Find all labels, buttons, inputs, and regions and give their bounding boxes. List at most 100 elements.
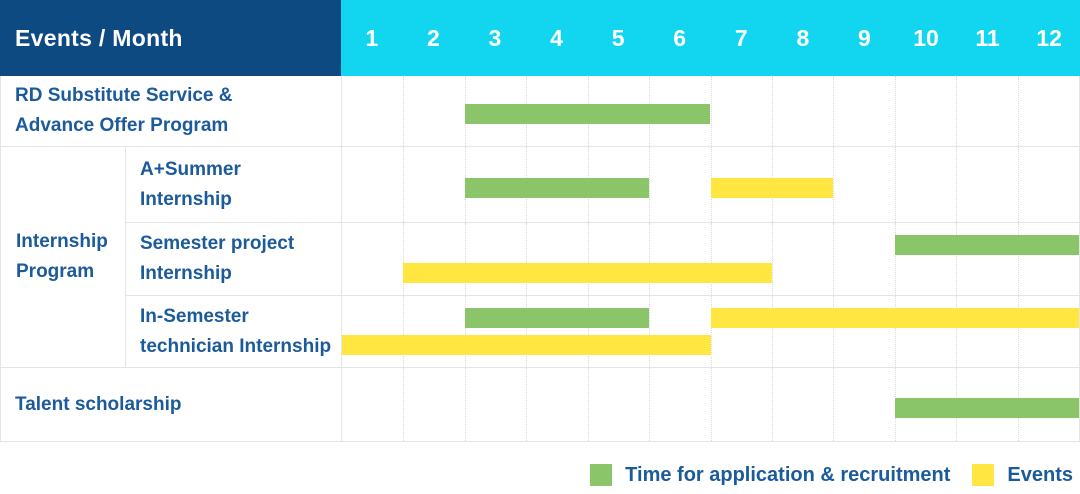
month-gridline xyxy=(649,147,651,222)
internship-program-group: Internship Program A+Summer Internship Semes… xyxy=(1,146,1079,367)
row-rd-substitute-service: RD Substitute Service & Advance Offer Pro… xyxy=(1,76,1079,146)
month-gridline xyxy=(403,147,405,222)
table-header-row: Events / Month 1 2 3 4 5 6 7 8 9 10 11 12 xyxy=(0,0,1080,76)
month-gridline xyxy=(956,223,958,295)
month-gridline xyxy=(833,147,835,222)
row-label-line: In-Semester xyxy=(140,305,249,327)
month-gridline xyxy=(1017,147,1019,222)
month-header-4: 4 xyxy=(550,24,563,51)
month-gridline xyxy=(649,368,651,441)
month-gridline xyxy=(956,76,958,146)
row-label-line: Internship xyxy=(140,263,232,284)
month-gridline xyxy=(1017,76,1019,146)
month-gridline xyxy=(894,76,896,146)
month-gridline xyxy=(710,368,712,441)
events-month-header-cell: Events / Month xyxy=(0,0,341,76)
month-gridline xyxy=(649,296,651,367)
month-header-1: 1 xyxy=(365,24,379,51)
month-gridline xyxy=(833,296,835,367)
month-gridline xyxy=(587,223,589,295)
row-label-line: technician Internship xyxy=(140,335,332,357)
bar-in-semester-technician-internship-application-m3-m5 xyxy=(464,308,650,328)
legend-label-application: Time for application & recruitment xyxy=(625,463,951,486)
bar-in-semester-technician-internship-events-m1-m6 xyxy=(342,335,711,355)
legend-label-events: Events xyxy=(1007,463,1073,486)
gantt-body: RD Substitute Service & Advance Offer Pro… xyxy=(0,76,1080,442)
group-rows: A+Summer Internship Semester project Intern… xyxy=(125,147,1079,367)
legend-swatch-events xyxy=(972,464,995,486)
month-gridline xyxy=(526,223,528,295)
month-gridline xyxy=(771,368,773,441)
legend: Time for application & recruitment Event… xyxy=(0,463,1080,487)
month-gridline xyxy=(403,76,405,146)
month-gridline xyxy=(833,368,835,441)
month-header-11: 11 xyxy=(975,24,1000,51)
month-gridline xyxy=(956,296,958,367)
month-gridline xyxy=(710,76,712,146)
month-gridline xyxy=(894,296,896,367)
row-label-a-plus-summer-internship: A+Summer Internship xyxy=(126,147,341,222)
month-gridline xyxy=(894,147,896,222)
chart-cell-a-plus-summer-internship xyxy=(341,147,1079,222)
month-gridline xyxy=(464,296,466,367)
month-header-2: 2 xyxy=(426,24,440,51)
month-gridline xyxy=(403,223,405,295)
bar-talent-scholarship-application-m10-m12 xyxy=(894,397,1079,418)
month-gridline xyxy=(587,296,589,367)
row-label-line: Talent scholarship xyxy=(15,393,182,415)
row-label-line: A+Summer xyxy=(140,158,241,180)
legend-swatch-application xyxy=(590,464,613,486)
month-header-strip: 1 2 3 4 5 6 7 8 9 10 11 12 xyxy=(341,0,1080,76)
month-gridline xyxy=(771,76,773,146)
events-month-header-label: Events / Month xyxy=(15,24,183,51)
month-header-6: 6 xyxy=(673,24,687,51)
row-in-semester-technician-internship: In-Semester technician Internship xyxy=(126,295,1079,367)
month-gridline xyxy=(710,223,712,295)
month-gridline xyxy=(649,223,651,295)
chart-cell-semester-project-internship xyxy=(341,223,1079,295)
row-label-line: Advance Offer Program xyxy=(15,115,229,136)
month-header-8: 8 xyxy=(796,24,810,51)
month-gridline xyxy=(894,223,896,295)
group-label-line: Program xyxy=(16,261,95,282)
month-gridline xyxy=(403,296,405,367)
month-gridline xyxy=(833,223,835,295)
row-label-line: Semester project xyxy=(140,233,295,254)
chart-cell-in-semester-technician-internship xyxy=(341,296,1079,367)
bar-in-semester-technician-internship-events-m7-m12 xyxy=(710,308,1079,328)
group-label-internship-program: Internship Program xyxy=(1,147,125,367)
month-header-5: 5 xyxy=(611,24,625,51)
bar-a-plus-summer-internship-application-m3-m5 xyxy=(464,177,650,198)
month-gridline xyxy=(771,296,773,367)
row-label-talent-scholarship: Talent scholarship xyxy=(1,368,341,441)
month-gridline xyxy=(833,76,835,146)
row-label-semester-project-internship: Semester project Internship xyxy=(126,223,341,295)
month-header-10: 10 xyxy=(913,24,939,51)
row-semester-project-internship: Semester project Internship xyxy=(126,222,1079,295)
chart-cell-talent-scholarship xyxy=(341,368,1079,441)
month-gridline xyxy=(526,296,528,367)
month-gridline xyxy=(464,223,466,295)
row-talent-scholarship: Talent scholarship xyxy=(1,367,1079,441)
month-header-12: 12 xyxy=(1036,24,1062,51)
month-header-9: 9 xyxy=(858,24,871,51)
bar-semester-project-internship-application-m10-m12 xyxy=(894,235,1079,255)
month-gridline xyxy=(1017,223,1019,295)
month-gridline xyxy=(587,368,589,441)
month-gridline xyxy=(1017,296,1019,367)
group-label-line: Internship xyxy=(16,231,108,252)
month-gridline xyxy=(464,368,466,441)
month-header-3: 3 xyxy=(488,24,502,51)
month-gridline xyxy=(956,147,958,222)
bar-semester-project-internship-events-m2-m7 xyxy=(403,263,772,283)
bar-rd-substitute-service-application-m3-m6 xyxy=(464,104,711,124)
row-label-line: Internship xyxy=(140,188,232,210)
month-gridline xyxy=(526,368,528,441)
row-label-line: RD Substitute Service & xyxy=(15,85,233,106)
row-a-plus-summer-internship: A+Summer Internship xyxy=(126,147,1079,222)
month-gridline xyxy=(771,223,773,295)
bar-a-plus-summer-internship-events-m7-m8 xyxy=(710,177,834,198)
month-gridline xyxy=(403,368,405,441)
chart-cell-rd-substitute-service xyxy=(341,76,1079,146)
